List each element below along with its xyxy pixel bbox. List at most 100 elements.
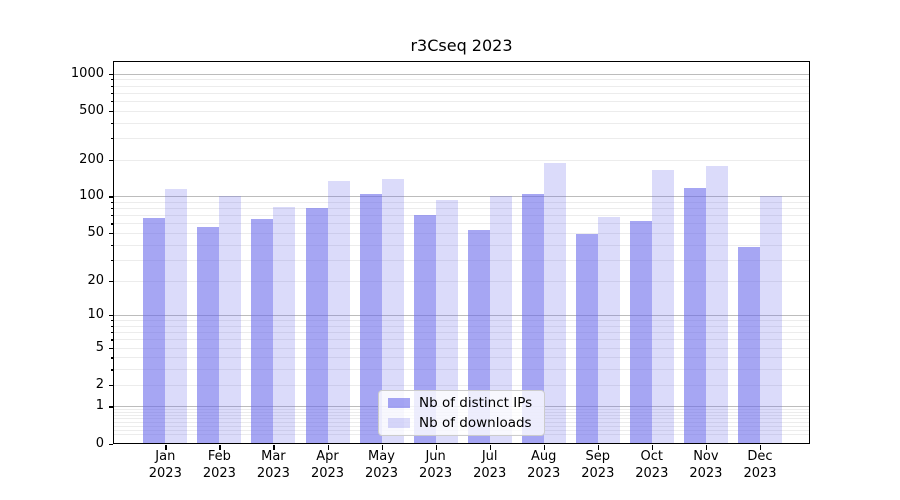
legend-swatch-ips	[388, 398, 410, 408]
x-tick-jul-2023	[489, 445, 491, 450]
x-tick-jan-2023	[165, 445, 167, 450]
bar-ips-apr-2023	[305, 208, 328, 444]
bar-ips-nov-2023	[683, 188, 706, 444]
y-tick-label-20: 20	[87, 272, 104, 288]
y-minor-tick-30	[110, 259, 113, 261]
x-tick-label-aug-2023: Aug 2023	[527, 449, 561, 481]
y-tick-500	[108, 110, 113, 112]
y-tick-label-500: 500	[79, 102, 104, 118]
gridline-minor-400	[113, 122, 810, 124]
gridline-minor-700	[113, 92, 810, 94]
bar-downloads-jul-2023	[489, 195, 512, 444]
x-tick-label-jan-2023: Jan 2023	[148, 449, 182, 481]
y-tick-label-5: 5	[95, 339, 104, 355]
gridline-minor-50	[113, 233, 810, 234]
y-minor-tick-7	[110, 332, 113, 334]
gridline-minor-8	[113, 325, 810, 327]
x-tick-oct-2023	[651, 445, 654, 450]
y-tick-10	[108, 315, 113, 317]
y-tick-5	[108, 347, 113, 349]
x-tick-may-2023	[381, 445, 383, 450]
gridline-minor-6	[113, 339, 810, 341]
x-tick-label-jul-2023: Jul 2023	[473, 449, 507, 481]
bar-downloads-jan-2023	[165, 189, 188, 444]
x-tick-label-sep-2023: Sep 2023	[581, 449, 615, 481]
gridline-minor-200	[113, 159, 810, 161]
bar-ips-oct-2023	[629, 220, 652, 444]
legend-swatch-downloads	[388, 418, 410, 428]
x-tick-apr-2023	[327, 445, 329, 450]
bar-ips-sep-2023	[575, 234, 598, 444]
legend: Nb of distinct IPs Nb of downloads	[378, 390, 545, 436]
gridline-minor-600	[113, 100, 810, 102]
bar-ips-jun-2023	[413, 214, 436, 444]
gridline-minor-7	[113, 332, 810, 334]
bar-downloads-dec-2023	[760, 196, 782, 444]
y-minor-tick-8	[110, 325, 113, 328]
gridline-minor-800	[113, 85, 810, 87]
bar-ips-may-2023	[359, 194, 382, 444]
bar-downloads-feb-2023	[219, 195, 242, 444]
gridline-minor-80	[113, 208, 810, 210]
x-tick-feb-2023	[219, 445, 221, 450]
bar-downloads-may-2023	[381, 178, 404, 444]
y-minor-tick-900	[110, 79, 113, 81]
y-minor-tick-9	[110, 320, 113, 322]
x-tick-label-jun-2023: Jun 2023	[419, 449, 453, 481]
bar-ips-feb-2023	[197, 227, 220, 444]
y-minor-tick-600	[110, 100, 113, 103]
y-minor-tick-4	[110, 357, 113, 359]
y-tick-label-1000: 1000	[70, 65, 104, 81]
gridline-minor-900	[113, 79, 810, 81]
gridline-minor-20	[113, 280, 810, 282]
bar-downloads-jun-2023	[435, 200, 458, 444]
gridline-minor-300	[113, 137, 810, 139]
x-tick-mar-2023	[273, 445, 275, 450]
y-tick-label-200: 200	[79, 151, 104, 167]
y-tick-0	[108, 443, 113, 445]
bar-downloads-nov-2023	[705, 165, 728, 444]
bar-ips-dec-2023	[738, 247, 760, 444]
gridline-major-10	[113, 315, 810, 317]
x-tick-nov-2023	[705, 445, 708, 450]
y-tick-200	[108, 159, 113, 161]
y-minor-tick-80	[110, 208, 113, 210]
y-tick-50	[108, 233, 113, 235]
bar-downloads-mar-2023	[273, 206, 296, 444]
bar-downloads-aug-2023	[543, 162, 566, 444]
y-tick-label-10: 10	[87, 307, 104, 323]
y-minor-tick-300	[110, 137, 113, 140]
y-minor-tick-40	[110, 244, 113, 246]
legend-label-downloads: Nb of downloads	[419, 415, 532, 431]
gridline-minor-5	[113, 347, 810, 349]
y-tick-label-1: 1	[95, 398, 104, 414]
bar-downloads-oct-2023	[651, 170, 674, 444]
legend-item-downloads: Nb of downloads	[388, 415, 535, 431]
legend-label-ips: Nb of distinct IPs	[419, 395, 533, 411]
gridline-minor-60	[113, 223, 810, 225]
bar-downloads-apr-2023	[327, 181, 350, 444]
y-minor-tick-400	[110, 122, 113, 124]
y-tick-20	[108, 280, 113, 282]
gridline-minor-2	[113, 384, 810, 386]
bar-ips-aug-2023	[521, 194, 544, 444]
chart-title: r3Cseq 2023	[410, 36, 513, 55]
y-minor-tick-800	[110, 85, 113, 87]
bar-ips-mar-2023	[251, 219, 274, 444]
y-minor-tick-3	[110, 369, 113, 371]
y-minor-tick-700	[110, 92, 113, 94]
legend-item-distinct-ips: Nb of distinct IPs	[388, 395, 535, 411]
x-tick-jun-2023	[435, 445, 437, 450]
y-minor-tick-60	[110, 223, 113, 225]
bar-ips-jan-2023	[143, 217, 166, 444]
y-minor-tick-90	[110, 202, 113, 204]
x-tick-aug-2023	[543, 445, 545, 450]
x-tick-label-apr-2023: Apr 2023	[310, 449, 345, 481]
y-tick-1	[108, 406, 113, 408]
gridline-minor-500	[113, 110, 810, 112]
gridline-minor-9	[113, 320, 810, 322]
x-tick-label-mar-2023: Mar 2023	[256, 449, 290, 481]
bar-downloads-sep-2023	[597, 216, 620, 444]
y-minor-tick-70	[110, 215, 113, 217]
